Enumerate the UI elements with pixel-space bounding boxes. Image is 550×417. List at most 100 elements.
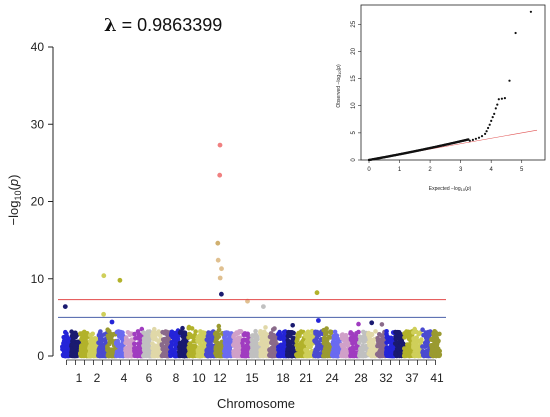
qq-frame <box>360 4 546 161</box>
snp-point <box>323 352 329 358</box>
qq-y-tick-label: 25 <box>351 20 357 27</box>
snp-point <box>361 339 367 344</box>
snp-point <box>235 344 240 349</box>
qq-ticks: 0 1 2 3 4 5 0 5 10 15 20 25 <box>351 20 524 173</box>
snp-point <box>139 326 145 332</box>
snp-point <box>422 352 428 358</box>
snp-point <box>98 339 103 344</box>
snp-point <box>419 337 424 342</box>
snp-point <box>358 346 363 351</box>
snp-point <box>163 339 169 345</box>
snp-point <box>348 337 354 343</box>
snp-point <box>88 353 93 359</box>
snp-point <box>150 349 156 355</box>
snp-point <box>135 329 141 334</box>
snp-point <box>205 333 211 339</box>
snp-point <box>380 337 386 343</box>
qq-y-tick-label: 20 <box>351 47 357 54</box>
snp-point <box>258 341 264 347</box>
snp-point <box>308 344 314 350</box>
snp-point <box>191 335 196 340</box>
snp-point <box>150 353 156 359</box>
snp-point <box>297 344 303 349</box>
snp-point <box>303 340 309 346</box>
snp-point <box>298 330 304 335</box>
snp-point <box>169 340 174 345</box>
qq-x-tick-label: 5 <box>520 167 524 173</box>
snp-point <box>291 330 296 336</box>
snp-point <box>118 329 123 335</box>
qq-x-tick-label: 2 <box>428 167 432 173</box>
qq-y-tick-label: 5 <box>351 131 357 135</box>
x-tick-label: 41 <box>430 371 444 385</box>
snp-point <box>369 353 374 358</box>
snp-point <box>217 343 223 349</box>
qq-point <box>497 98 500 101</box>
snp-point-highlight <box>101 273 107 279</box>
lambda-symbol: λ <box>104 15 117 36</box>
snp-point <box>426 329 431 335</box>
qq-point <box>490 119 493 122</box>
snp-point <box>285 342 291 348</box>
qq-point <box>480 135 484 138</box>
snp-point <box>172 337 177 342</box>
snp-point <box>249 337 254 343</box>
snp-point <box>411 343 416 348</box>
snp-point <box>181 338 186 344</box>
x-tick-label: 37 <box>405 371 419 385</box>
x-tick-label: 21 <box>299 371 313 385</box>
snp-point <box>196 339 202 345</box>
x-tick-label: 8 <box>173 371 180 385</box>
snp-point <box>358 352 364 358</box>
qq-point <box>471 138 474 141</box>
snp-point <box>305 353 310 359</box>
snp-point <box>97 331 103 337</box>
snp-point-highlight <box>215 257 221 263</box>
snp-point <box>277 336 282 341</box>
snp-point-highlight <box>109 319 115 325</box>
qq-x-tick-label: 4 <box>490 167 494 173</box>
qq-point <box>494 107 497 110</box>
snp-point <box>356 321 361 327</box>
snp-point <box>242 353 247 359</box>
qq-point <box>493 112 496 115</box>
snp-point-highlight <box>217 275 223 281</box>
x-tick-label: 12 <box>213 371 227 385</box>
snp-point <box>117 333 122 338</box>
snp-point <box>433 330 439 335</box>
snp-point <box>377 349 383 354</box>
snp-point <box>281 334 287 340</box>
snp-point <box>222 337 228 343</box>
snp-point-highlight <box>217 172 223 178</box>
snp-point <box>414 348 419 353</box>
snp-point <box>206 330 211 335</box>
snp-point <box>331 353 337 359</box>
snp-point <box>233 332 239 337</box>
snp-point <box>328 329 333 335</box>
qq-point <box>503 97 506 100</box>
snp-point <box>352 336 358 341</box>
snp-point <box>367 347 373 353</box>
snp-point <box>223 330 229 336</box>
y-axis-label: −log10(p) <box>6 175 23 226</box>
y-tick-label: 10 <box>31 272 45 286</box>
snp-point-highlight <box>219 266 224 272</box>
x-tick-label: 1 <box>76 371 83 385</box>
snp-point <box>115 340 120 345</box>
snp-point <box>216 323 222 329</box>
snp-point <box>117 352 122 358</box>
snp-point <box>402 346 407 351</box>
snp-point <box>323 331 328 337</box>
snp-point <box>407 350 413 355</box>
snp-point <box>258 329 263 334</box>
snp-point <box>207 347 213 353</box>
snp-point <box>309 328 315 334</box>
snp-point <box>88 339 93 345</box>
snp-point <box>276 352 281 358</box>
snp-point <box>63 329 68 335</box>
qq-y-tick-label: 10 <box>351 102 357 109</box>
snp-point <box>402 335 407 340</box>
snp-point <box>434 343 440 349</box>
qq-point <box>468 139 471 142</box>
